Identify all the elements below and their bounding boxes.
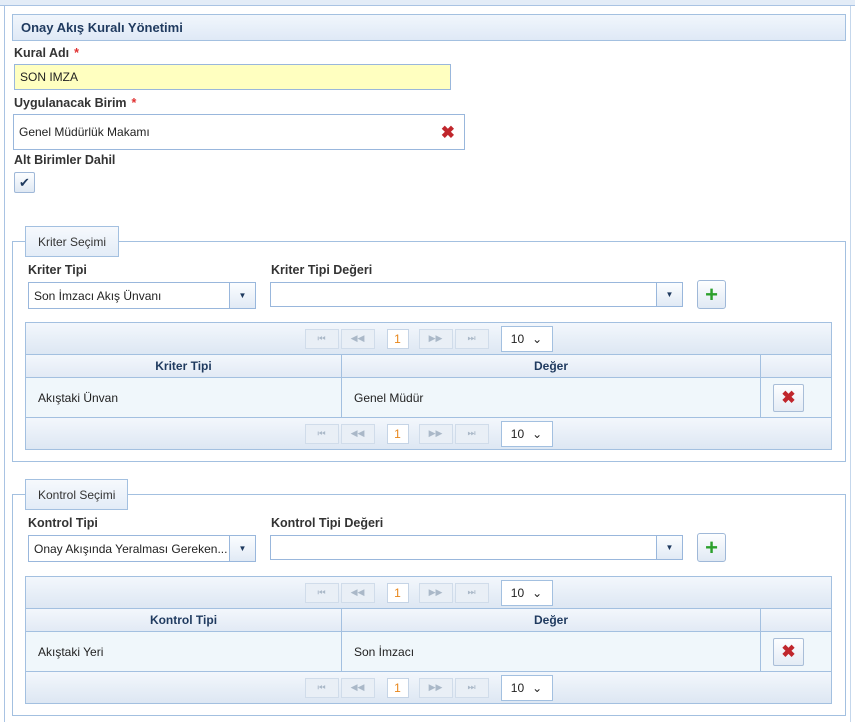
page-size-value: 10 xyxy=(510,331,525,346)
page-size-select[interactable]: 10 ⌄ xyxy=(500,420,553,447)
uygulanacak-birim-label: Uygulanacak Birim * xyxy=(14,96,136,110)
cell-actions: ✖ xyxy=(761,378,831,417)
next-page-button[interactable]: ▶▶ xyxy=(418,423,453,444)
dropdown-arrow-icon[interactable]: ▼ xyxy=(656,283,682,306)
kontrol-tipi-label: Kontrol Tipi xyxy=(28,516,98,530)
panel-title: Onay Akış Kuralı Yönetimi xyxy=(12,14,846,41)
add-kriter-button[interactable]: + xyxy=(697,280,726,309)
alt-birimler-label: Alt Birimler Dahil xyxy=(14,153,116,167)
kontrol-legend: Kontrol Seçimi xyxy=(25,479,129,510)
kriter-tipi-label: Kriter Tipi xyxy=(28,263,87,277)
chevron-down-icon: ⌄ xyxy=(532,331,543,346)
page-number[interactable]: 1 xyxy=(386,582,409,603)
column-header[interactable]: Değer xyxy=(342,609,761,631)
table-row: Akıştaki Ünvan Genel Müdür ✖ xyxy=(26,378,831,418)
label-text: Uygulanacak Birim xyxy=(14,96,127,110)
page-size-select[interactable]: 10 ⌄ xyxy=(500,674,553,701)
grid-header: Kontrol Tipi Değer xyxy=(26,608,831,632)
kontrol-tipi-select[interactable]: Onay Akışında Yeralması Gereken... ▼ xyxy=(28,535,256,562)
prev-page-button[interactable]: ◀◀ xyxy=(340,582,375,603)
page-number[interactable]: 1 xyxy=(386,677,409,698)
column-header[interactable]: Değer xyxy=(342,355,761,377)
dropdown-arrow-icon[interactable]: ▼ xyxy=(656,536,682,559)
first-page-button[interactable]: ⏮ xyxy=(304,677,339,698)
chevron-down-icon: ⌄ xyxy=(532,680,543,695)
kriter-tipi-degeri-label: Kriter Tipi Değeri xyxy=(271,263,373,277)
top-pager: ⏮ ◀◀ 1 ▶▶ ⏭ 10 ⌄ xyxy=(26,323,831,354)
next-page-button[interactable]: ▶▶ xyxy=(418,582,453,603)
kriter-fieldset xyxy=(12,241,846,462)
delete-row-button[interactable]: ✖ xyxy=(773,637,804,666)
page-size-value: 10 xyxy=(510,585,525,600)
kontrol-fieldset xyxy=(12,494,846,716)
cell-actions: ✖ xyxy=(761,632,831,671)
cell-type: Akıştaki Yeri xyxy=(26,632,342,671)
column-header[interactable]: Kriter Tipi xyxy=(26,355,342,377)
table-row: Akıştaki Yeri Son İmzacı ✖ xyxy=(26,632,831,672)
kontrol-grid: ⏮ ◀◀ 1 ▶▶ ⏭ 10 ⌄ Kontrol Tipi Değer Akışt… xyxy=(25,576,832,704)
first-page-button[interactable]: ⏮ xyxy=(304,582,339,603)
page-size-select[interactable]: 10 ⌄ xyxy=(500,579,553,606)
page-number[interactable]: 1 xyxy=(386,423,409,444)
page-size-select[interactable]: 10 ⌄ xyxy=(500,325,553,352)
chevron-down-icon: ⌄ xyxy=(532,585,543,600)
page-number[interactable]: 1 xyxy=(386,328,409,349)
kriter-tipi-select[interactable]: Son İmzacı Akış Ünvanı ▼ xyxy=(28,282,256,309)
prev-page-button[interactable]: ◀◀ xyxy=(340,328,375,349)
page-size-value: 10 xyxy=(510,680,525,695)
kural-adi-value: SON IMZA xyxy=(20,70,79,84)
first-page-button[interactable]: ⏮ xyxy=(304,423,339,444)
prev-page-button[interactable]: ◀◀ xyxy=(340,423,375,444)
alt-birimler-checkbox[interactable]: ✔ xyxy=(14,172,35,193)
prev-page-button[interactable]: ◀◀ xyxy=(340,677,375,698)
kriter-legend: Kriter Seçimi xyxy=(25,226,120,257)
cell-type: Akıştaki Ünvan xyxy=(26,378,342,417)
grid-header: Kriter Tipi Değer xyxy=(26,354,831,378)
red-x-icon: ✖ xyxy=(781,388,796,407)
required-marker: * xyxy=(131,96,137,110)
plus-icon: + xyxy=(705,281,718,307)
plus-icon: + xyxy=(705,534,718,560)
last-page-button[interactable]: ⏭ xyxy=(454,582,489,603)
kriter-grid: ⏮ ◀◀ 1 ▶▶ ⏭ 10 ⌄ Kriter Tipi Değer Akışta… xyxy=(25,322,832,450)
red-x-icon: ✖ xyxy=(781,642,796,661)
cell-value: Genel Müdür xyxy=(342,378,761,417)
left-border xyxy=(4,6,5,722)
delete-row-button[interactable]: ✖ xyxy=(773,383,804,412)
page-size-value: 10 xyxy=(510,426,525,441)
kontrol-tipi-degeri-select[interactable]: ▼ xyxy=(270,535,683,560)
column-header xyxy=(761,355,831,377)
bottom-pager: ⏮ ◀◀ 1 ▶▶ ⏭ 10 ⌄ xyxy=(26,672,831,703)
label-text: Kural Adı xyxy=(14,46,70,60)
cell-value: Son İmzacı xyxy=(342,632,761,671)
kontrol-tipi-degeri-label: Kontrol Tipi Değeri xyxy=(271,516,384,530)
top-strip xyxy=(0,0,855,6)
uygulanacak-birim-field[interactable]: Genel Müdürlük Makamı ✖ xyxy=(13,114,465,150)
required-marker: * xyxy=(74,46,79,60)
last-page-button[interactable]: ⏭ xyxy=(454,423,489,444)
dropdown-arrow-icon[interactable]: ▼ xyxy=(229,283,255,308)
birim-value: Genel Müdürlük Makamı xyxy=(19,125,150,139)
kriter-tipi-degeri-select[interactable]: ▼ xyxy=(270,282,683,307)
selected-value: Son İmzacı Akış Ünvanı xyxy=(34,288,162,303)
last-page-button[interactable]: ⏭ xyxy=(454,677,489,698)
chevron-down-icon: ⌄ xyxy=(532,426,543,441)
scrollbar-track[interactable] xyxy=(850,6,851,722)
first-page-button[interactable]: ⏮ xyxy=(304,328,339,349)
dropdown-arrow-icon[interactable]: ▼ xyxy=(229,536,255,561)
clear-icon[interactable]: ✖ xyxy=(440,122,455,142)
add-kontrol-button[interactable]: + xyxy=(697,533,726,562)
bottom-pager: ⏮ ◀◀ 1 ▶▶ ⏭ 10 ⌄ xyxy=(26,418,831,449)
kural-adi-label: Kural Adı * xyxy=(14,46,79,60)
kural-adi-input[interactable]: SON IMZA xyxy=(14,64,451,90)
next-page-button[interactable]: ▶▶ xyxy=(418,328,453,349)
column-header xyxy=(761,609,831,631)
last-page-button[interactable]: ⏭ xyxy=(454,328,489,349)
next-page-button[interactable]: ▶▶ xyxy=(418,677,453,698)
selected-value: Onay Akışında Yeralması Gereken... xyxy=(34,541,228,556)
top-pager: ⏮ ◀◀ 1 ▶▶ ⏭ 10 ⌄ xyxy=(26,577,831,608)
column-header[interactable]: Kontrol Tipi xyxy=(26,609,342,631)
